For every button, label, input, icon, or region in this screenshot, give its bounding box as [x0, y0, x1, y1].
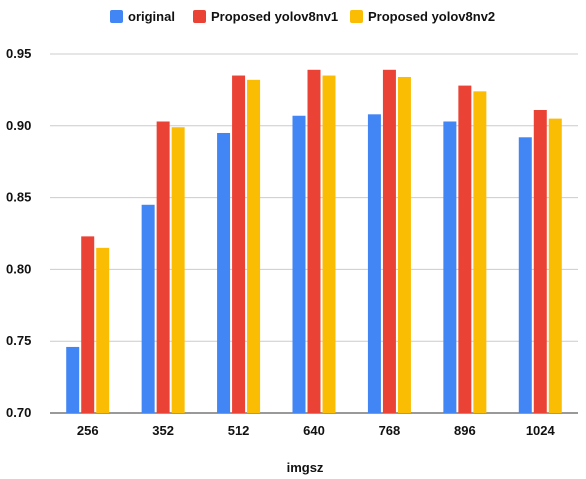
bar — [171, 127, 185, 414]
bar — [382, 69, 396, 414]
y-tick-label: 0.90 — [6, 118, 31, 133]
bar — [533, 110, 547, 413]
legend-item: original — [110, 9, 175, 24]
y-tick-label: 0.70 — [6, 405, 31, 420]
bar — [217, 132, 231, 414]
legend-item: Proposed yolov8nv2 — [350, 9, 495, 24]
bar — [292, 115, 306, 414]
y-tick-label: 0.95 — [6, 46, 31, 61]
bar — [473, 91, 487, 413]
x-tick-label: 896 — [454, 423, 476, 438]
bar — [322, 75, 336, 413]
legend: original Proposed yolov8nv1 Proposed yol… — [110, 9, 495, 24]
x-tick-label: 256 — [77, 423, 99, 438]
bar — [307, 69, 321, 414]
bars — [66, 69, 562, 414]
legend-label-original: original — [128, 9, 175, 24]
y-tick-label: 0.75 — [6, 333, 31, 348]
bar — [141, 204, 155, 413]
bar — [548, 118, 562, 414]
x-axis-title: imgsz — [287, 460, 324, 475]
bar — [518, 137, 532, 413]
bar — [66, 346, 80, 413]
bar — [458, 85, 472, 413]
bar — [247, 79, 261, 414]
bar — [397, 76, 411, 413]
legend-swatch-proposed-yolov8nv2 — [350, 10, 363, 23]
legend-item: Proposed yolov8nv1 — [193, 9, 338, 24]
bar — [96, 247, 110, 413]
x-tick-label: 768 — [379, 423, 401, 438]
legend-label-proposed-yolov8nv1: Proposed yolov8nv1 — [211, 9, 338, 24]
bar — [367, 114, 381, 413]
legend-label-proposed-yolov8nv2: Proposed yolov8nv2 — [368, 9, 495, 24]
legend-swatch-original — [110, 10, 123, 23]
x-tick-label: 352 — [152, 423, 174, 438]
x-axis-tick-labels: 256 352 512 640 768 896 1024 — [77, 423, 556, 438]
bar — [81, 236, 95, 413]
bar — [443, 121, 457, 413]
bar — [232, 75, 246, 413]
y-axis-tick-labels: 0.70 0.75 0.80 0.85 0.90 0.95 — [6, 46, 31, 420]
x-tick-label: 512 — [228, 423, 250, 438]
y-tick-label: 0.85 — [6, 190, 31, 205]
legend-swatch-proposed-yolov8nv1 — [193, 10, 206, 23]
bar — [156, 121, 170, 413]
y-tick-label: 0.80 — [6, 261, 31, 276]
x-tick-label: 1024 — [526, 423, 556, 438]
x-tick-label: 640 — [303, 423, 325, 438]
